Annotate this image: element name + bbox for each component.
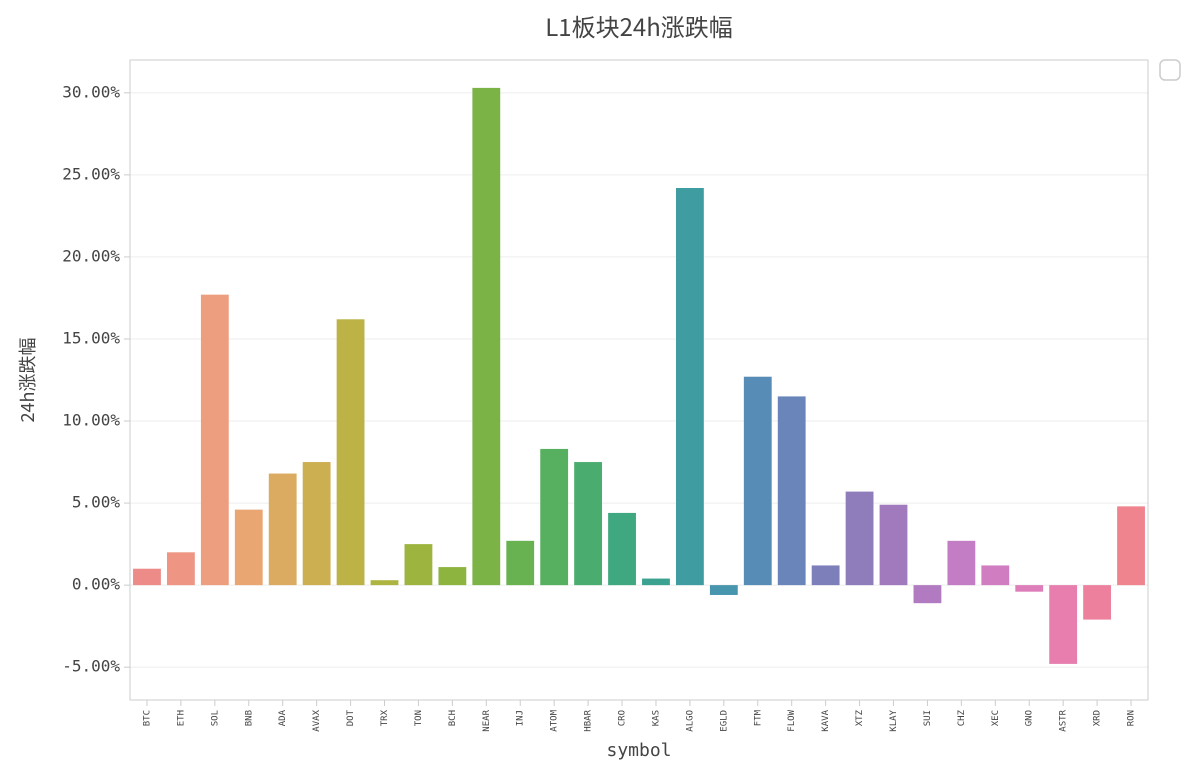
bar xyxy=(846,492,874,586)
bar xyxy=(880,505,908,585)
x-tick-label: HBAR xyxy=(584,709,594,731)
y-tick-label: 0.00% xyxy=(72,575,121,594)
x-axis-label: symbol xyxy=(606,740,671,761)
x-tick-label: BNB xyxy=(244,710,254,726)
x-tick-label: CHZ xyxy=(957,709,967,726)
x-tick-label: KAVA xyxy=(821,709,831,731)
chart-container: -5.00% 0.00% 5.00% 10.00% 15.00% 20.00% 25.00%… xyxy=(0,0,1200,777)
x-tick-label: XEC xyxy=(991,710,1001,726)
x-tick-label: BTC xyxy=(142,710,152,726)
x-tick-label: ASTR xyxy=(1059,709,1069,731)
bar xyxy=(438,567,466,585)
chart-title: L1板块24h涨跌幅 xyxy=(545,8,733,43)
x-tick-label: GNO xyxy=(1025,710,1035,726)
bar xyxy=(540,449,568,585)
x-tick-label: NEAR xyxy=(482,709,492,731)
bar xyxy=(201,295,229,585)
y-axis-label: 24h涨跌幅 xyxy=(14,338,40,423)
bar xyxy=(167,552,195,585)
y-tick-label: 5.00% xyxy=(72,493,121,512)
y-tick-label: 15.00% xyxy=(62,328,120,347)
x-tick-label: ATOM xyxy=(550,709,560,731)
y-tick-label: 30.00% xyxy=(62,82,120,101)
x-tick-label: KLAY xyxy=(889,709,899,731)
bar xyxy=(981,565,1009,585)
bar xyxy=(676,188,704,585)
x-tick-label: XTZ xyxy=(855,709,865,726)
x-tick-label: XRD xyxy=(1093,710,1103,726)
x-tick-label: FTM xyxy=(753,709,763,726)
bar xyxy=(812,565,840,585)
x-tick-label: AVAX xyxy=(312,709,322,731)
bar xyxy=(1117,506,1145,585)
bar xyxy=(506,541,534,585)
x-tick-label: RON xyxy=(1127,710,1137,726)
y-tick-label: 10.00% xyxy=(62,411,120,430)
bar xyxy=(371,580,399,585)
x-tick-label: SUI xyxy=(923,710,933,726)
bar xyxy=(337,319,365,585)
y-tick-label: 20.00% xyxy=(62,246,120,265)
x-tick-label: ALGO xyxy=(685,710,695,732)
bar xyxy=(303,462,331,585)
bar xyxy=(608,513,636,585)
bar-chart: -5.00% 0.00% 5.00% 10.00% 15.00% 20.00% 25.00%… xyxy=(0,0,1200,777)
bar xyxy=(1083,585,1111,619)
bar xyxy=(947,541,975,585)
bar xyxy=(1015,585,1043,592)
bar xyxy=(914,585,942,603)
bar xyxy=(744,377,772,585)
x-tick-label: SOL xyxy=(210,710,220,726)
x-tick-label: KAS xyxy=(651,710,661,726)
x-tick-label: TRX xyxy=(380,709,390,726)
x-tick-label: EGLD xyxy=(719,710,729,732)
bar xyxy=(405,544,433,585)
x-tick-label: TON xyxy=(414,710,424,726)
y-tick-label: 25.00% xyxy=(62,164,120,183)
x-tick-label: CRO xyxy=(618,710,628,726)
bar xyxy=(235,510,263,585)
x-tick-label: BCH xyxy=(448,710,458,726)
x-tick-label: ADA xyxy=(278,709,288,726)
legend-toggle[interactable] xyxy=(1160,60,1180,80)
bar xyxy=(472,88,500,585)
bar xyxy=(1049,585,1077,664)
x-tick-label: FLOW xyxy=(787,709,797,731)
x-tick-label: DOT xyxy=(346,709,356,726)
x-tick-label: ETH xyxy=(176,710,186,726)
bar xyxy=(642,579,670,586)
bar xyxy=(574,462,602,585)
x-tick-label: INJ xyxy=(516,710,526,726)
bar xyxy=(778,396,806,585)
y-tick-label: -5.00% xyxy=(62,657,120,676)
bar xyxy=(133,569,161,585)
bar xyxy=(269,474,297,586)
bar xyxy=(710,585,738,595)
